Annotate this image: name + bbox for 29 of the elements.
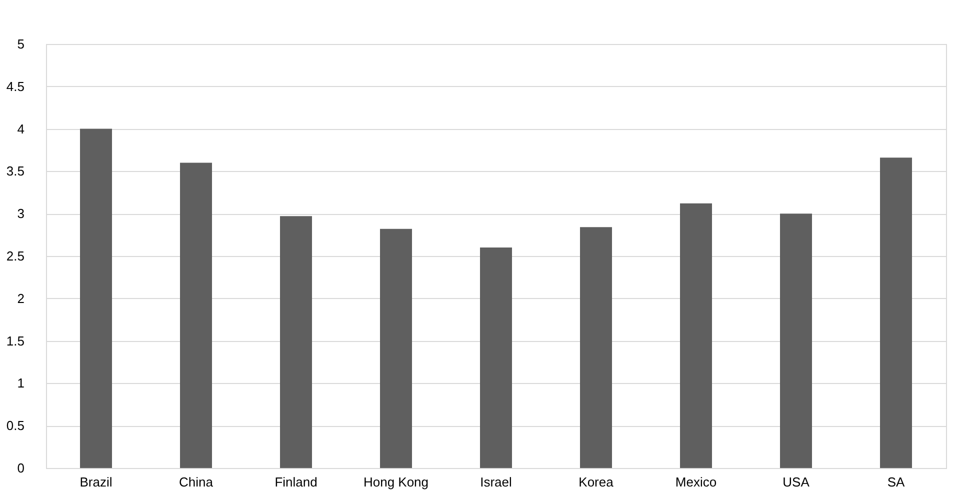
x-tick-label: Hong Kong (363, 474, 429, 490)
x-tick-label: Korea (578, 474, 614, 490)
x-tick-label: USA (782, 474, 810, 490)
bar (480, 248, 512, 468)
x-tick-label: Israel (480, 474, 512, 490)
x-tick-label: Mexico (675, 474, 717, 490)
y-tick-label: 2 (17, 290, 24, 306)
y-tick-label: 1.5 (6, 333, 24, 348)
bar (180, 162, 212, 468)
y-tick-label: 0 (17, 460, 24, 476)
x-tick-label: Brazil (80, 474, 112, 490)
x-tick-label: SA (887, 474, 905, 490)
y-tick-label: 4 (17, 121, 24, 136)
bar (680, 203, 712, 468)
y-tick-label: 0.5 (6, 418, 24, 434)
bar (880, 158, 912, 468)
y-tick-label: 5 (17, 36, 24, 52)
y-tick-label: 3 (17, 206, 24, 222)
bar (80, 128, 112, 468)
y-tick-label: 4.5 (6, 78, 24, 94)
y-tick-label: 1 (17, 376, 24, 391)
bar (280, 216, 312, 468)
x-tick-label: China (179, 474, 214, 490)
x-tick-label: Finland (274, 474, 318, 490)
bar (780, 214, 812, 468)
bar (580, 227, 612, 468)
bar (380, 228, 412, 468)
y-tick-label: 2.5 (6, 248, 24, 264)
y-tick-label: 3.5 (6, 164, 24, 179)
